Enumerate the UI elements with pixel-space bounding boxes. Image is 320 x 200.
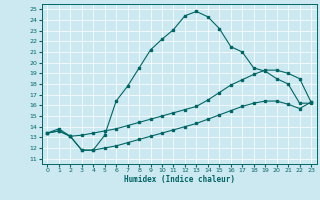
X-axis label: Humidex (Indice chaleur): Humidex (Indice chaleur) (124, 175, 235, 184)
